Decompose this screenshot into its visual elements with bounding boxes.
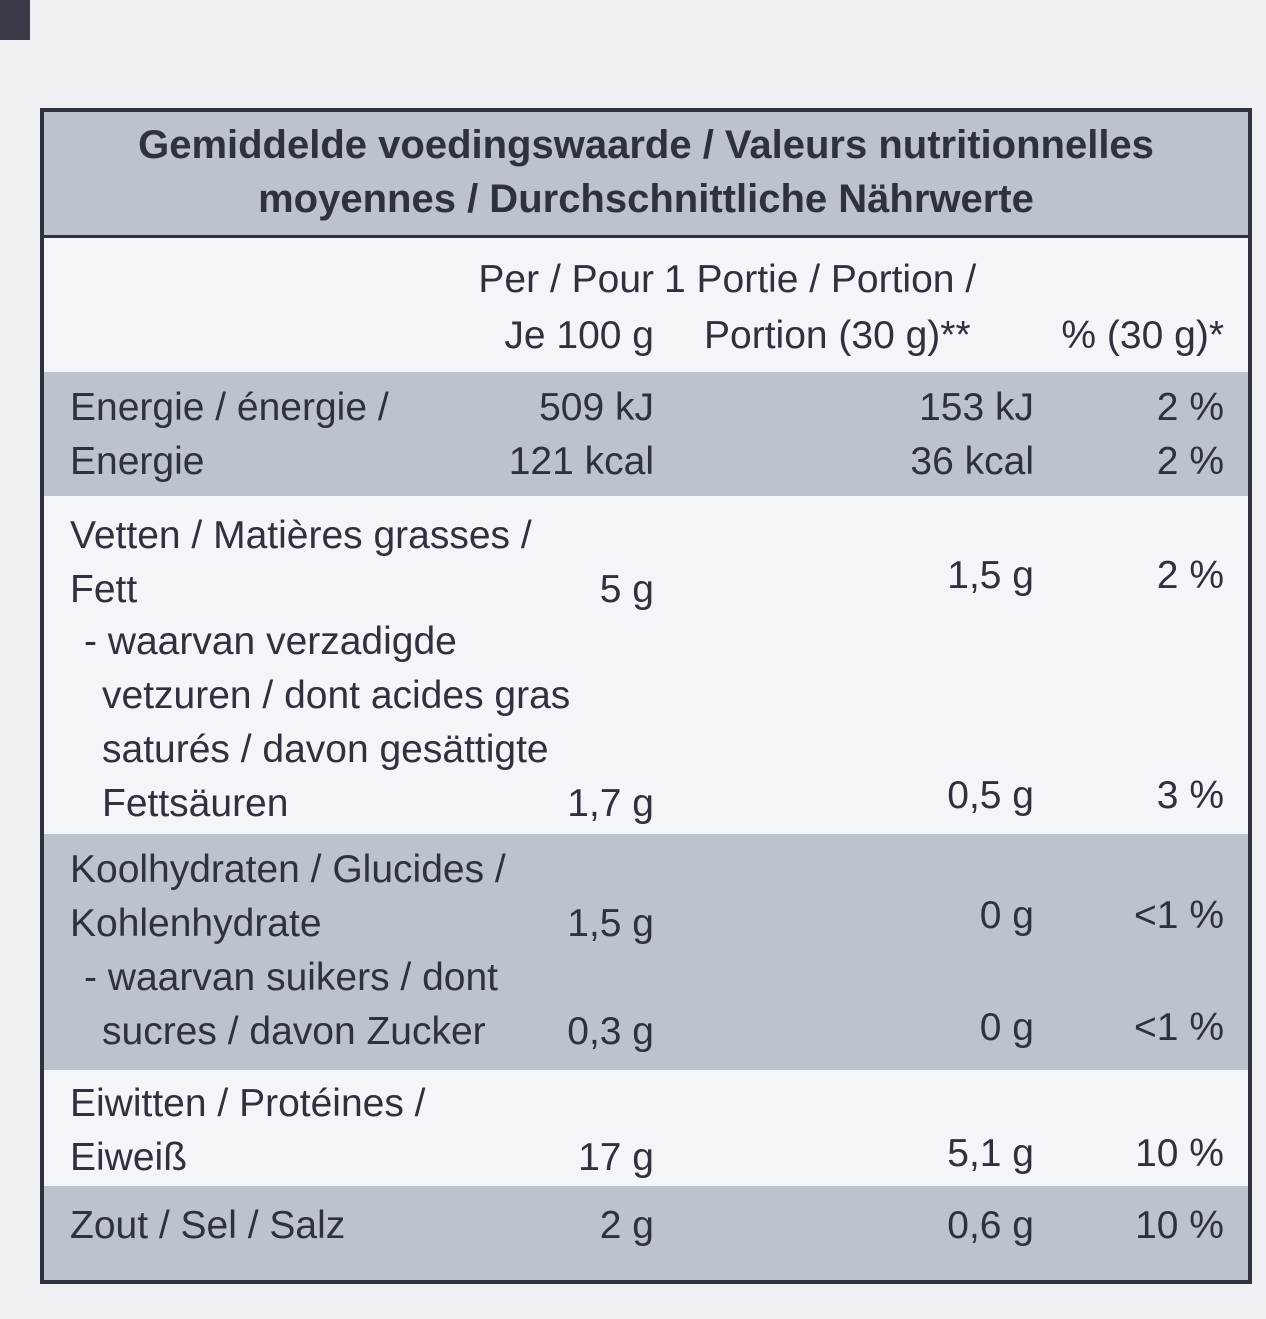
- sugars-name-line-1: - waarvan suikers / dont: [84, 956, 499, 999]
- carbs-per100: 1,5 g: [567, 902, 654, 945]
- protein-pct: 10 %: [1135, 1132, 1224, 1175]
- energy-portion-kcal: 36 kcal: [910, 440, 1034, 483]
- sugars-portion: 0 g: [979, 1006, 1034, 1049]
- saturated-pct: 3 %: [1156, 774, 1224, 817]
- energy-per100-kj: 509 kJ: [539, 386, 654, 429]
- saturated-portion: 0,5 g: [947, 774, 1034, 817]
- saturated-name-line-3: saturés / davon gesättigte: [102, 728, 549, 771]
- column-percent: % (30 g)*: [1061, 314, 1224, 357]
- saturated-name-line-2: vetzuren / dont acides gras: [102, 674, 571, 717]
- protein-per100: 17 g: [578, 1136, 654, 1179]
- energy-portion-kj: 153 kJ: [919, 386, 1034, 429]
- table-header: Gemiddelde voedingswaarde / Valeurs nutr…: [44, 112, 1248, 238]
- row-fat: Vetten / Matières grasses / Fett 5 g 1,5…: [44, 496, 1248, 834]
- carbs-name-line-2: Kohlenhydrate: [70, 902, 322, 945]
- fat-portion: 1,5 g: [947, 554, 1034, 597]
- column-per-100g-line-1: Per / Pour: [478, 258, 654, 301]
- protein-name-line-1: Eiwitten / Protéines /: [70, 1082, 426, 1125]
- package-top-edge: [0, 0, 1266, 40]
- protein-portion: 5,1 g: [947, 1132, 1034, 1175]
- row-carbohydrates: Koolhydraten / Glucides / Kohlenhydrate …: [44, 834, 1248, 1070]
- fat-name-line-2: Fett: [70, 568, 138, 611]
- package-border: [0, 0, 30, 40]
- sugars-pct: <1 %: [1134, 1006, 1224, 1049]
- row-protein: Eiwitten / Protéines / Eiweiß 17 g 5,1 g…: [44, 1070, 1248, 1186]
- salt-name: Zout / Sel / Salz: [70, 1204, 346, 1247]
- fat-name-line-1: Vetten / Matières grasses /: [70, 514, 532, 557]
- fat-per100: 5 g: [599, 568, 654, 611]
- protein-name-line-2: Eiweiß: [70, 1136, 188, 1179]
- header-line-1: Gemiddelde voedingswaarde / Valeurs nutr…: [138, 123, 1154, 167]
- energy-name-line-2: Energie: [70, 440, 205, 483]
- salt-pct: 10 %: [1135, 1204, 1224, 1247]
- column-per-100g: Per / Pour Je 100 g: [374, 252, 654, 376]
- carbs-name-line-1: Koolhydraten / Glucides /: [70, 848, 506, 891]
- column-per-portion-line-2: Portion (30 g)**: [704, 314, 971, 357]
- nutrition-table: Gemiddelde voedingswaarde / Valeurs nutr…: [40, 108, 1252, 1284]
- salt-portion: 0,6 g: [947, 1204, 1034, 1247]
- row-salt: Zout / Sel / Salz 2 g 0,6 g 10 %: [44, 1186, 1248, 1280]
- energy-name-line-1: Energie / énergie /: [70, 386, 389, 429]
- saturated-name-line-4: Fettsäuren: [102, 782, 289, 825]
- saturated-per100: 1,7 g: [567, 782, 654, 825]
- column-per-portion: 1 Portie / Portion / Portion (30 g)**: [664, 252, 1044, 376]
- column-per-100g-line-2: Je 100 g: [504, 314, 654, 357]
- carbs-portion: 0 g: [979, 894, 1034, 937]
- carbs-pct: <1 %: [1134, 894, 1224, 937]
- salt-per100: 2 g: [599, 1204, 654, 1247]
- energy-pct-kcal: 2 %: [1156, 440, 1224, 483]
- fat-pct: 2 %: [1156, 554, 1224, 597]
- sugars-name-line-2: sucres / davon Zucker: [102, 1010, 486, 1053]
- column-per-portion-line-1: 1 Portie / Portion /: [664, 258, 977, 301]
- energy-pct-kj: 2 %: [1156, 386, 1224, 429]
- sugars-per100: 0,3 g: [567, 1010, 654, 1053]
- saturated-name-line-1: - waarvan verzadigde: [84, 620, 457, 663]
- row-energy: Energie / énergie / Energie 509 kJ 121 k…: [44, 372, 1248, 496]
- energy-per100-kcal: 121 kcal: [508, 440, 654, 483]
- header-line-2: moyennes / Durchschnittliche Nährwerte: [258, 177, 1034, 221]
